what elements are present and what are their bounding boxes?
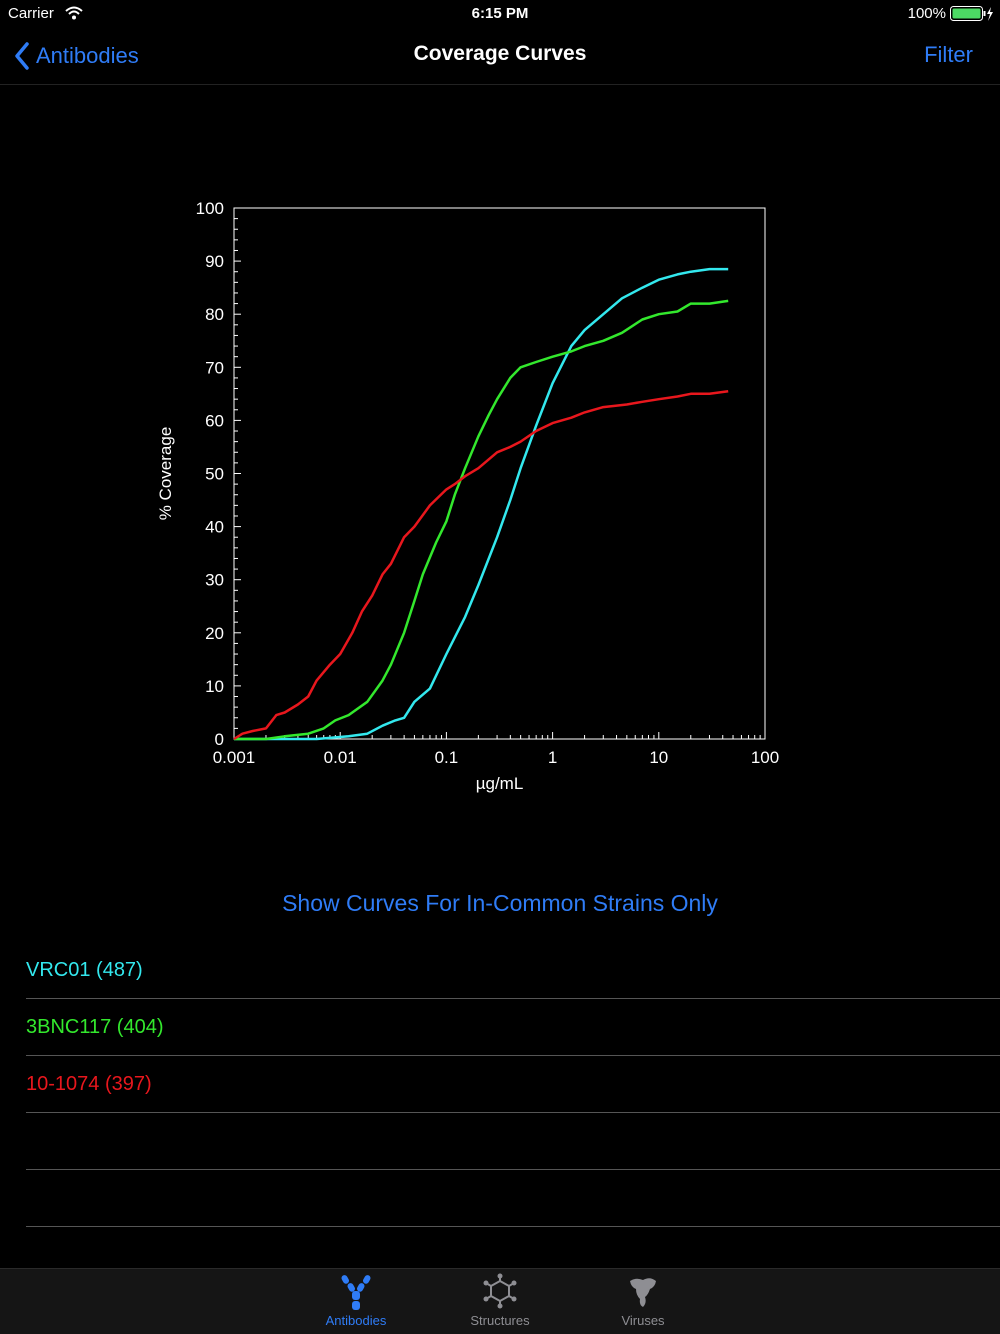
y-tick-label: 100 bbox=[196, 199, 224, 218]
list-item-label: VRC01 (487) bbox=[26, 958, 143, 981]
y-tick-label: 50 bbox=[205, 465, 224, 484]
list-item-label: 3BNC117 (404) bbox=[26, 1015, 164, 1038]
back-button[interactable]: Antibodies bbox=[14, 38, 139, 74]
y-tick-label: 30 bbox=[205, 571, 224, 590]
x-tick-label: 10 bbox=[649, 748, 668, 767]
list-item[interactable] bbox=[26, 1170, 1000, 1227]
list-item[interactable]: VRC01 (487) bbox=[26, 942, 1000, 999]
molecule-icon bbox=[483, 1273, 517, 1309]
series-line-vrc01 bbox=[234, 267, 729, 741]
y-tick-label: 10 bbox=[205, 677, 224, 696]
status-time: 6:15 PM bbox=[471, 5, 529, 22]
x-tick-label: 1 bbox=[548, 748, 557, 767]
tab-label: Structures bbox=[470, 1313, 530, 1328]
status-bar: Carrier 6:15 PM 100% bbox=[0, 0, 1000, 28]
tab-label: Antibodies bbox=[325, 1313, 387, 1328]
y-tick-label: 0 bbox=[215, 730, 224, 749]
battery-icon bbox=[950, 6, 994, 27]
page-title: Coverage Curves bbox=[413, 42, 587, 65]
y-tick-label: 90 bbox=[205, 252, 224, 271]
y-tick-label: 20 bbox=[205, 624, 224, 643]
tab-label: Viruses bbox=[621, 1313, 665, 1328]
virus-icon bbox=[630, 1278, 656, 1307]
list-item[interactable]: 10-1074 (397) bbox=[26, 1056, 1000, 1113]
y-tick-label: 40 bbox=[205, 518, 224, 537]
y-tick-label: 60 bbox=[205, 411, 224, 430]
coverage-chart-svg: 0 10 20 30 40 50 60 70 80 90 100 0.001 0.01 0.1 1 10 100… bbox=[156, 199, 779, 793]
x-tick-label: 100 bbox=[751, 748, 779, 767]
chevron-left-icon bbox=[15, 42, 29, 70]
back-button-label: Antibodies bbox=[36, 43, 139, 68]
x-tick-label: 0.001 bbox=[213, 748, 256, 767]
antibody-list: VRC01 (487) 3BNC117 (404) 10-1074 (397) bbox=[26, 942, 1000, 1227]
plot-frame bbox=[233, 207, 766, 740]
series-line-3bnc117 bbox=[234, 299, 729, 741]
filter-button[interactable]: Filter bbox=[924, 42, 973, 67]
x-tick-label: 0.01 bbox=[324, 748, 357, 767]
tab-antibodies[interactable]: Antibodies bbox=[296, 1273, 416, 1328]
in-common-strains-toggle-button[interactable]: Show Curves For In-Common Strains Only bbox=[282, 890, 718, 916]
coverage-chart: 0 10 20 30 40 50 60 70 80 90 100 0.001 0.01 0.1 1 10 100… bbox=[140, 190, 840, 815]
y-axis-label: % Coverage bbox=[156, 427, 175, 521]
series-line-10-1074 bbox=[233, 389, 729, 741]
list-item[interactable] bbox=[26, 1113, 1000, 1170]
navigation-bar: Antibodies Coverage Curves Filter bbox=[0, 28, 1000, 85]
wifi-icon bbox=[65, 6, 83, 25]
battery-percentage: 100% bbox=[907, 5, 946, 22]
list-item[interactable]: 3BNC117 (404) bbox=[26, 999, 1000, 1056]
x-axis-label: µg/mL bbox=[476, 774, 524, 793]
tab-viruses[interactable]: Viruses bbox=[583, 1273, 703, 1328]
y-tick-label: 80 bbox=[205, 305, 224, 324]
y-tick-label: 70 bbox=[205, 358, 224, 377]
tab-bar: Antibodies Structures Viruses bbox=[0, 1268, 1000, 1334]
antibody-icon bbox=[341, 1275, 371, 1310]
x-tick-label: 0.1 bbox=[435, 748, 459, 767]
tab-structures[interactable]: Structures bbox=[440, 1273, 560, 1328]
carrier-label: Carrier bbox=[8, 5, 54, 22]
list-item-label: 10-1074 (397) bbox=[26, 1072, 152, 1095]
